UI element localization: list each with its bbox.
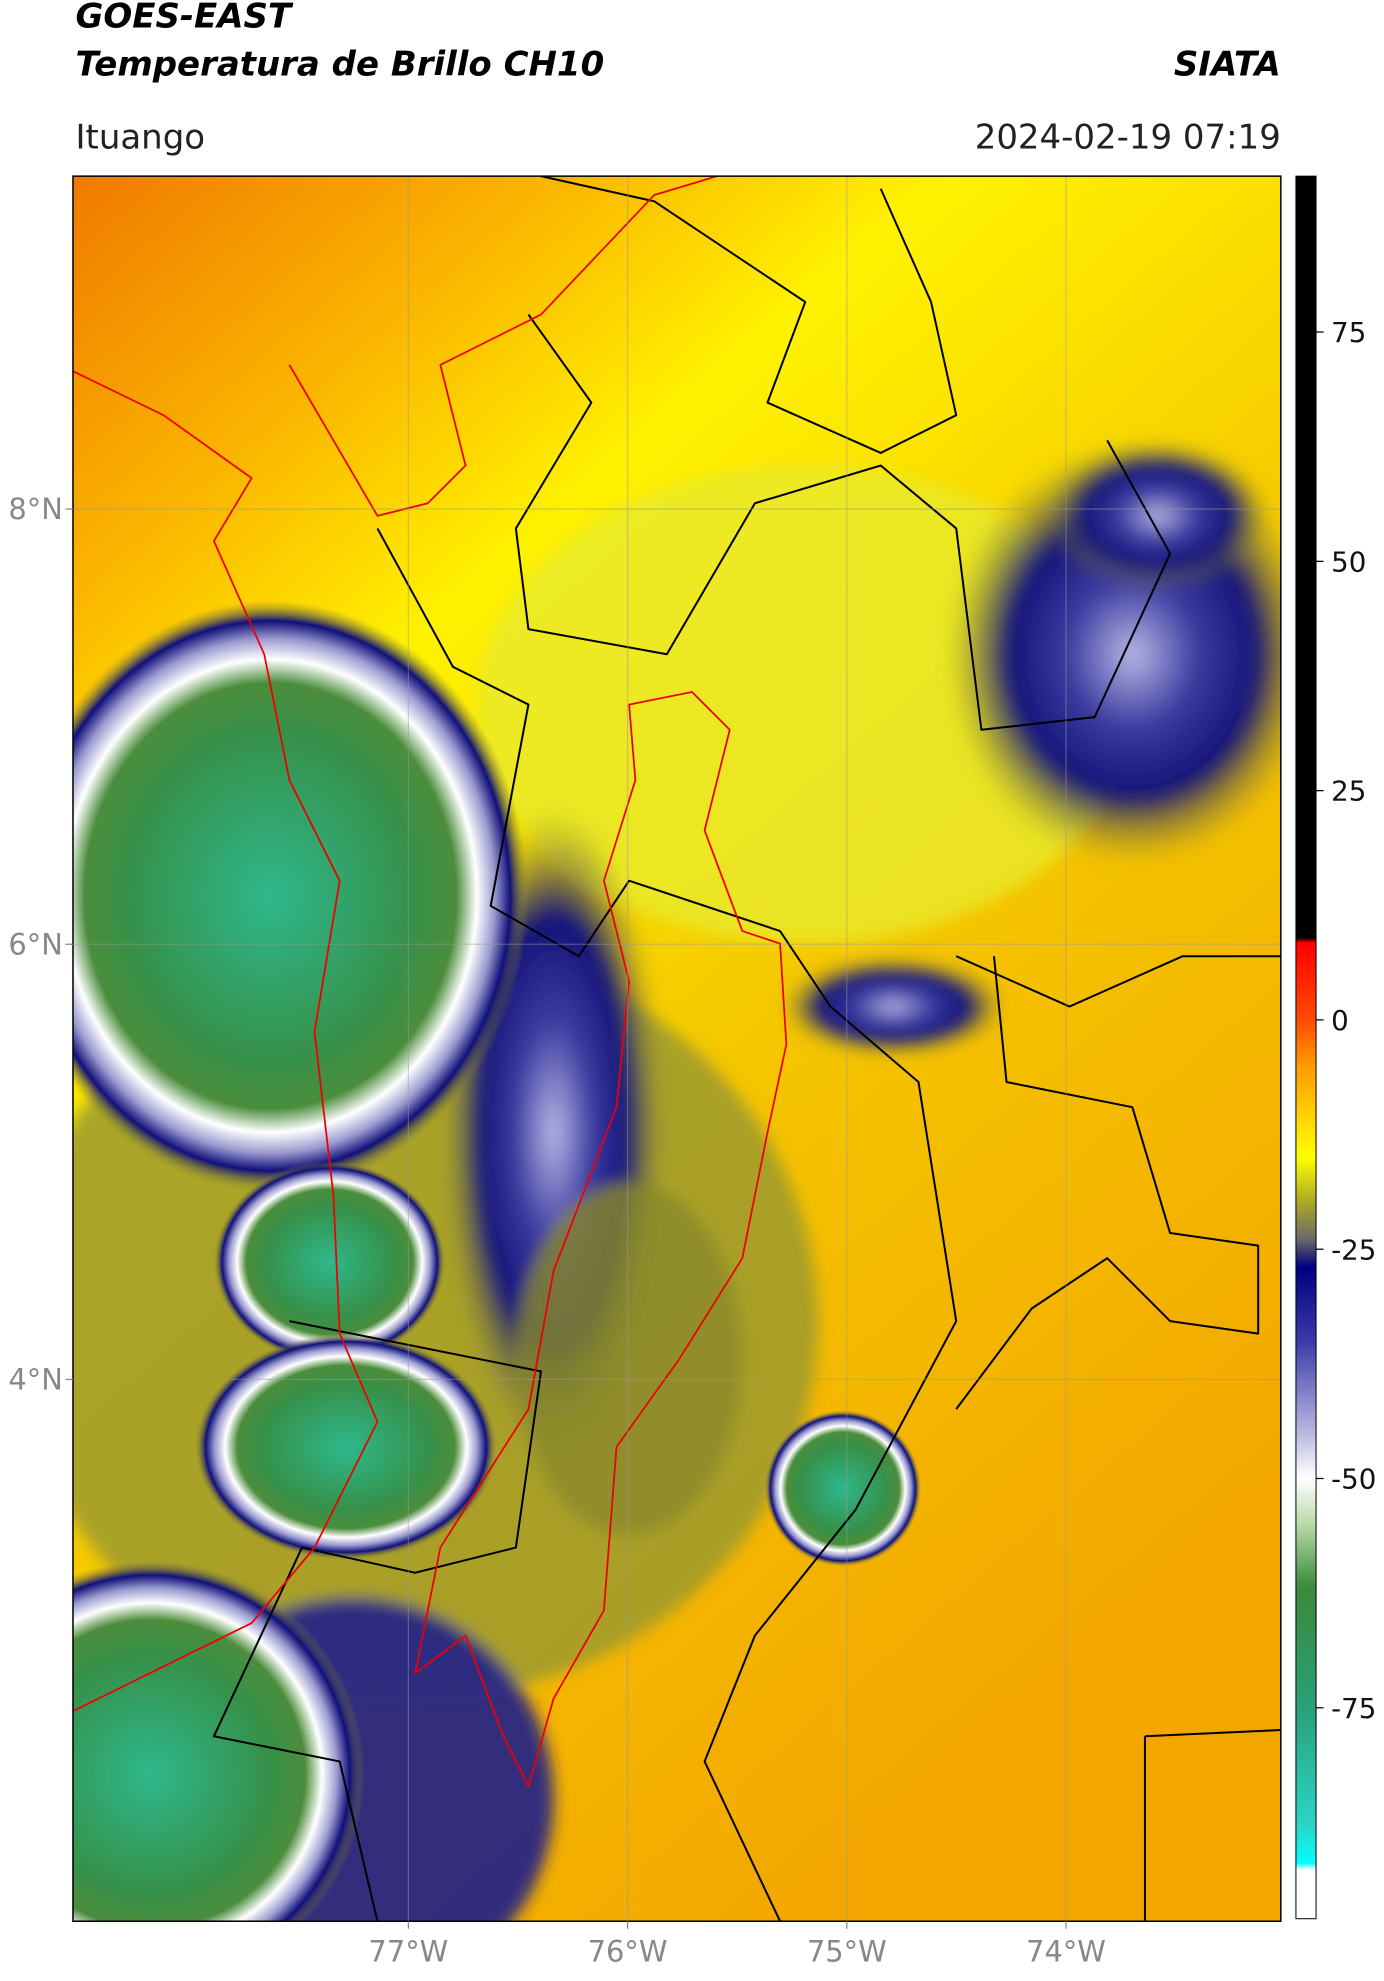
location: Ituango (75, 117, 205, 157)
map-frame (72, 175, 1282, 1922)
y-tick-label: 6°N (8, 927, 63, 961)
map-imagery (72, 176, 1281, 1922)
colorbar-tick-label: 75 (1331, 316, 1366, 349)
colorbar (1295, 175, 1317, 1920)
x-tick-label: 75°W (807, 1934, 887, 1968)
x-tick-label: 74°W (1026, 1934, 1106, 1968)
colorbar-tick-label: -25 (1331, 1233, 1376, 1266)
colorbar-tick-label: 25 (1331, 775, 1366, 808)
x-tick-label: 76°W (588, 1934, 668, 1968)
colorbar-tick-label: -75 (1331, 1692, 1376, 1725)
subtitle: Temperatura de Brillo CH10 (75, 44, 604, 84)
datetime: 2024-02-19 07:19 (975, 117, 1281, 157)
organization: SIATA (1174, 44, 1281, 84)
x-tick-label: 77°W (368, 1934, 448, 1968)
title: GOES-EAST (75, 0, 293, 37)
graticule (72, 176, 1281, 1922)
colorbar-tick-label: 50 (1331, 545, 1366, 578)
y-tick-label: 4°N (8, 1362, 63, 1396)
y-tick-label: 8°N (8, 492, 63, 526)
colorbar-tick-label: 0 (1331, 1004, 1349, 1037)
colorbar-tick-label: -50 (1331, 1463, 1376, 1496)
